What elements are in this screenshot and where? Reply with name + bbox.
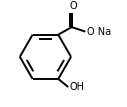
Text: O: O: [69, 1, 77, 11]
Text: OH: OH: [69, 82, 84, 92]
Text: O Na: O Na: [86, 27, 111, 37]
